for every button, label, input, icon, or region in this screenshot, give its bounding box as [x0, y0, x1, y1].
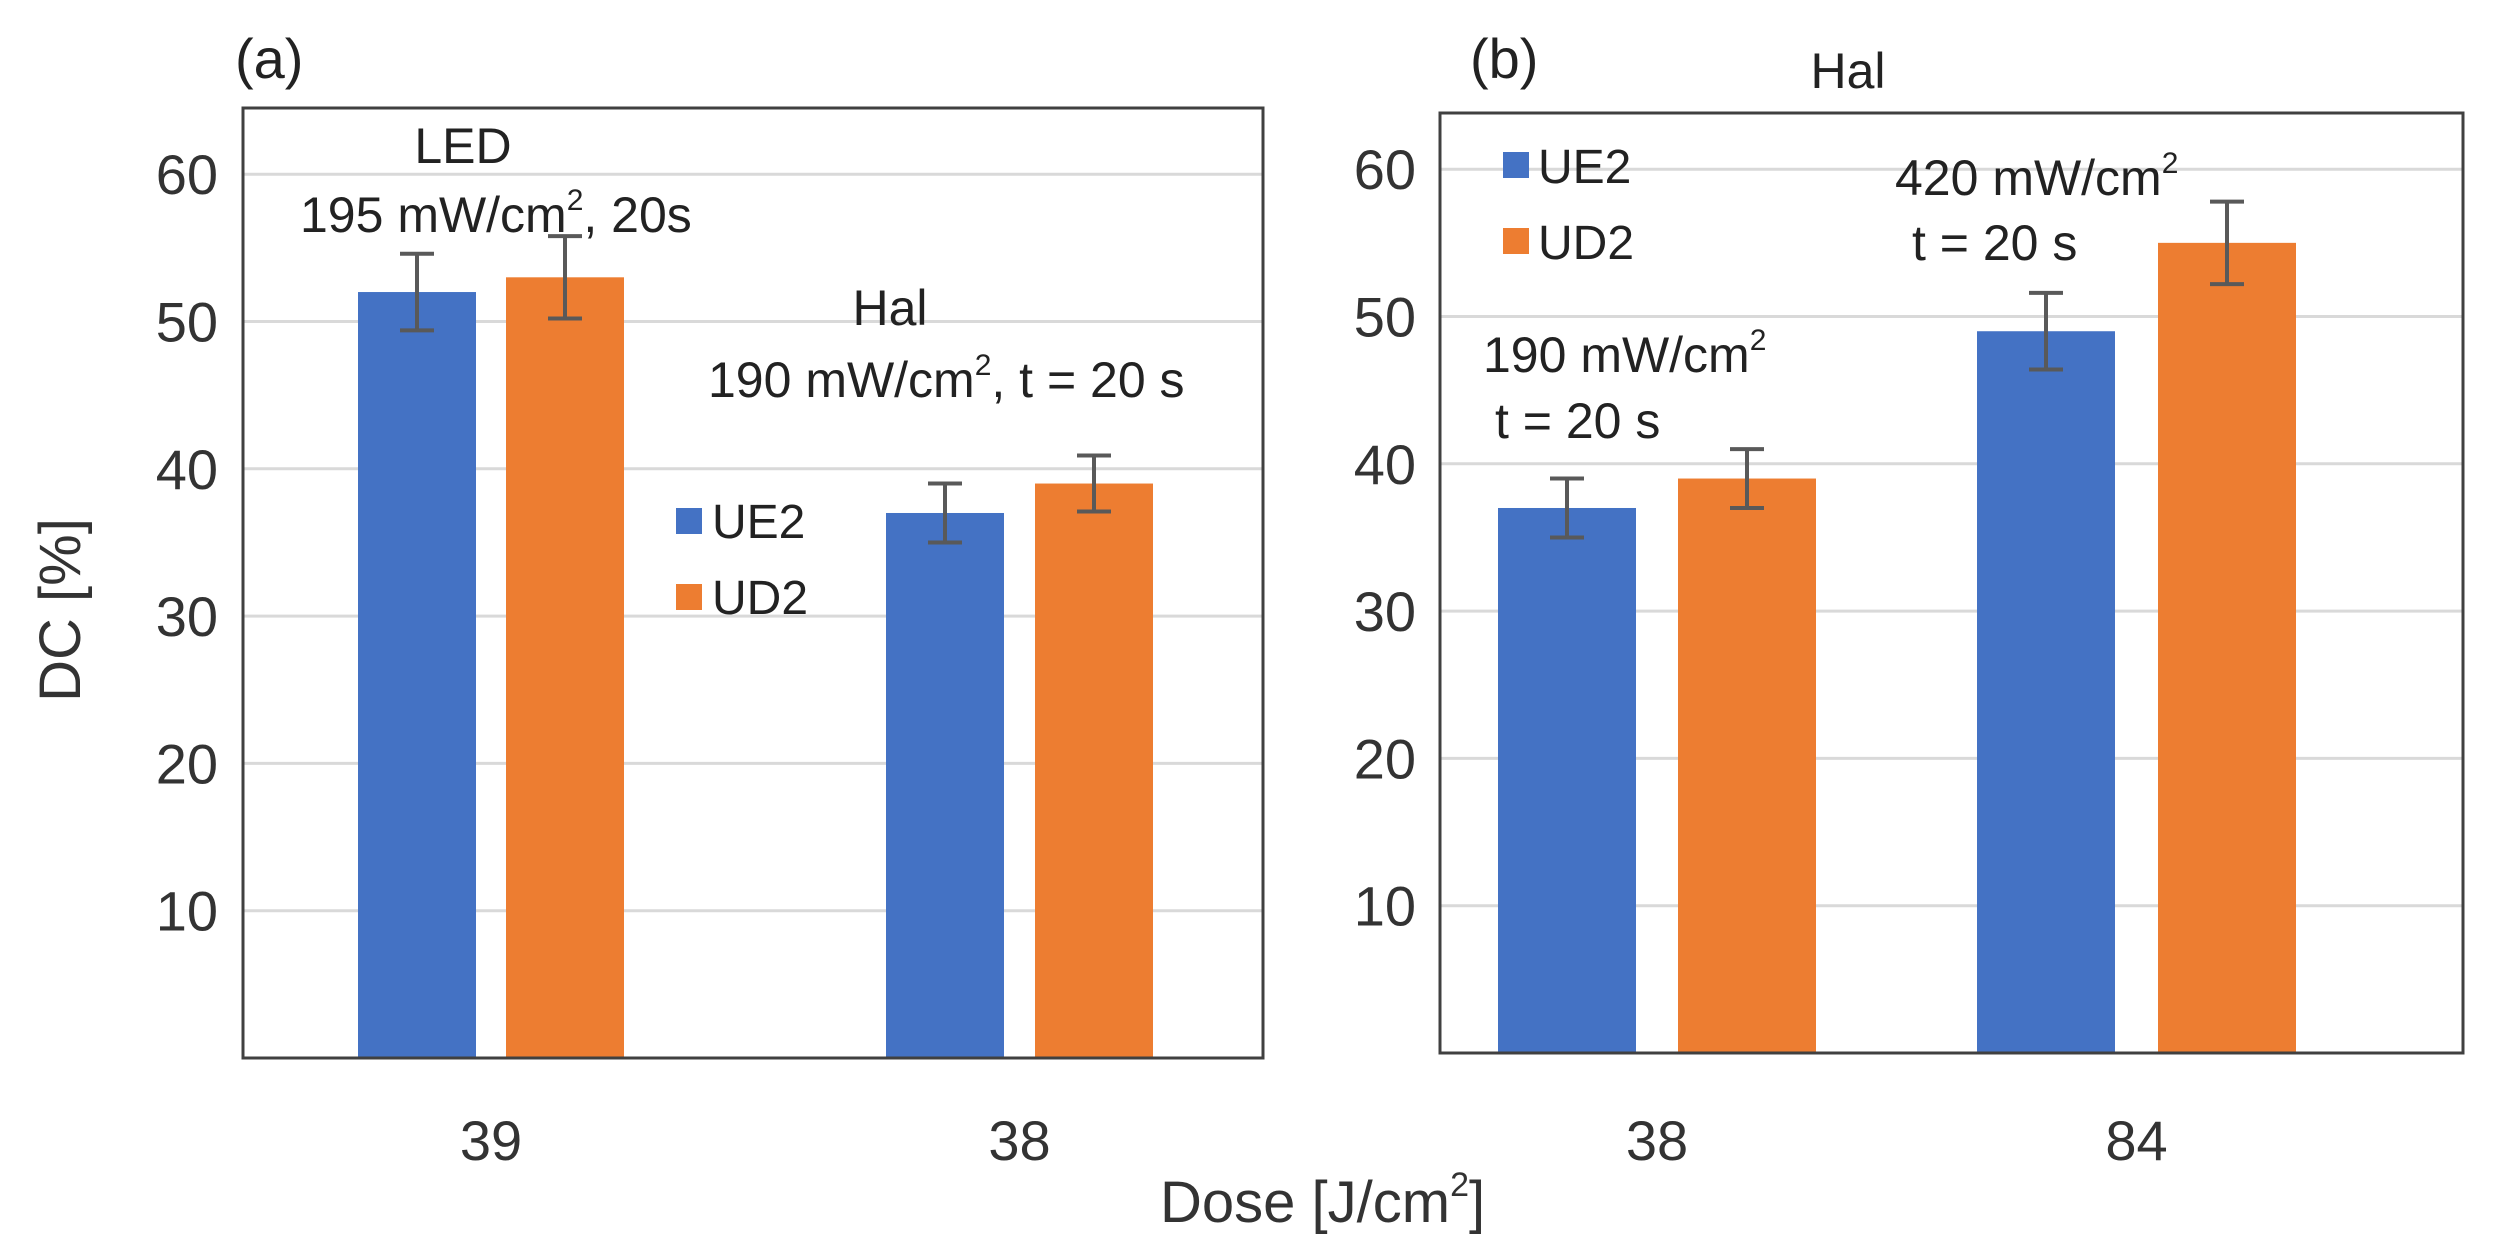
- panel-b-title: Hal: [1810, 43, 1885, 99]
- panel-b-bars: [1498, 242, 2296, 1054]
- y-tick-label-30: 30: [1354, 580, 1416, 643]
- y-tick-label-60: 60: [156, 143, 218, 206]
- panel-a-legend: UE2 UD2: [676, 496, 808, 625]
- annotation-hal-dose-main: 190 mW/cm: [708, 352, 975, 408]
- x-tick-label-39: 39: [460, 1109, 522, 1172]
- panel-a-y-ticks: 10 20 30 40 50 60: [156, 143, 218, 943]
- error-bar-ud2-38: [1730, 447, 1764, 510]
- bar-ue2-84: [1977, 331, 2115, 1054]
- annotation-b-low-power-main: 190 mW/cm: [1483, 327, 1750, 383]
- annotation-b-low-power: 190 mW/cm2: [1483, 324, 1766, 383]
- y-tick-label-10: 10: [1354, 875, 1416, 938]
- legend-b-label-ud2: UD2: [1538, 217, 1634, 270]
- x-tick-label-38: 38: [988, 1109, 1050, 1172]
- y-tick-label-30: 30: [156, 585, 218, 648]
- x-axis-title-sup: 2: [1450, 1166, 1469, 1204]
- annotation-b-high-time: t = 20 s: [1912, 215, 2077, 271]
- panel-b-error-bars: [1550, 199, 2244, 540]
- error-bar-ue2-38: [928, 481, 962, 545]
- x-tick-label-84: 84: [2105, 1109, 2167, 1172]
- bar-ue2-39: [358, 292, 476, 1058]
- annotation-led-dose-main: 195 mW/cm: [300, 187, 567, 243]
- panel-a-error-bars: [400, 234, 1111, 545]
- legend-b-label-ue2: UE2: [1538, 141, 1631, 194]
- error-bar-ud2-38: [1077, 453, 1111, 514]
- error-bar-ue2-38: [1550, 476, 1584, 540]
- x-axis-title-main: Dose [J/cm: [1160, 1170, 1450, 1235]
- panel-a-x-ticks: 39 38: [460, 1109, 1051, 1172]
- bar-ud2-38: [1035, 483, 1153, 1058]
- annotation-led-dose: 195 mW/cm2, 20s: [300, 184, 692, 243]
- annotation-led-dose-sup: 2: [567, 184, 584, 217]
- y-tick-label-50: 50: [1354, 286, 1416, 349]
- panel-b-label: (b): [1470, 27, 1538, 90]
- y-tick-label-40: 40: [1354, 433, 1416, 496]
- annotation-hal-dose-sup: 2: [975, 349, 992, 382]
- error-bar-ud2-84: [2210, 199, 2244, 287]
- legend-a-label-ue2: UE2: [712, 496, 805, 549]
- panel-a-frame: [241, 106, 1265, 1060]
- bar-ud2-84: [2158, 242, 2296, 1054]
- annotation-hal-title: Hal: [852, 280, 927, 336]
- panel-b-legend: UE2 UD2: [1503, 141, 1634, 270]
- annotation-b-low-power-sup: 2: [1750, 324, 1767, 357]
- annotation-led-dose-end: , 20s: [583, 187, 691, 243]
- y-tick-label-50: 50: [156, 291, 218, 354]
- y-axis-title: DC [%]: [28, 518, 93, 702]
- x-axis-title-end: ]: [1469, 1170, 1485, 1235]
- y-tick-label-20: 20: [1354, 727, 1416, 790]
- panel-b-x-ticks: 38 84: [1626, 1109, 2168, 1172]
- annotation-led-title: LED: [414, 118, 511, 174]
- annotation-b-high-power-main: 420 mW/cm: [1895, 150, 2162, 206]
- annotation-hal-dose-end: , t = 20 s: [991, 352, 1184, 408]
- legend-a-swatch-ud2: [676, 584, 702, 610]
- y-tick-label-20: 20: [156, 732, 218, 795]
- legend-b-swatch-ud2: [1503, 228, 1529, 254]
- annotation-b-low-time: t = 20 s: [1495, 393, 1660, 449]
- y-tick-label-40: 40: [156, 438, 218, 501]
- panel-a-bars: [358, 277, 1153, 1058]
- bar-ue2-38: [1498, 507, 1636, 1053]
- annotation-b-high-power-sup: 2: [2162, 147, 2179, 180]
- panel-b-y-ticks: 10 20 30 40 50 60: [1354, 138, 1416, 938]
- y-tick-label-10: 10: [156, 880, 218, 943]
- legend-a-label-ud2: UD2: [712, 572, 808, 625]
- bar-ud2-39: [506, 277, 624, 1058]
- bar-ud2-38: [1678, 478, 1816, 1053]
- x-tick-label-38: 38: [1626, 1109, 1688, 1172]
- legend-b-swatch-ue2: [1503, 152, 1529, 178]
- x-axis-title: Dose [J/cm2]: [1160, 1166, 1485, 1235]
- panel-a-label: (a): [235, 27, 303, 90]
- legend-a-swatch-ue2: [676, 508, 702, 534]
- error-bar-ue2-39: [400, 251, 434, 333]
- error-bar-ud2-39: [548, 234, 582, 321]
- annotation-b-high-power: 420 mW/cm2: [1895, 147, 2178, 206]
- error-bar-ue2-84: [2029, 290, 2063, 372]
- panel-b: (b) Hal 10 20 30 40 50 60 38 84 UE2 UD2 190 mW…: [1354, 27, 2465, 1172]
- y-tick-label-60: 60: [1354, 138, 1416, 201]
- bar-ue2-38: [886, 512, 1004, 1058]
- annotation-hal-dose: 190 mW/cm2, t = 20 s: [708, 349, 1185, 408]
- panel-b-frame: [1438, 111, 2465, 1055]
